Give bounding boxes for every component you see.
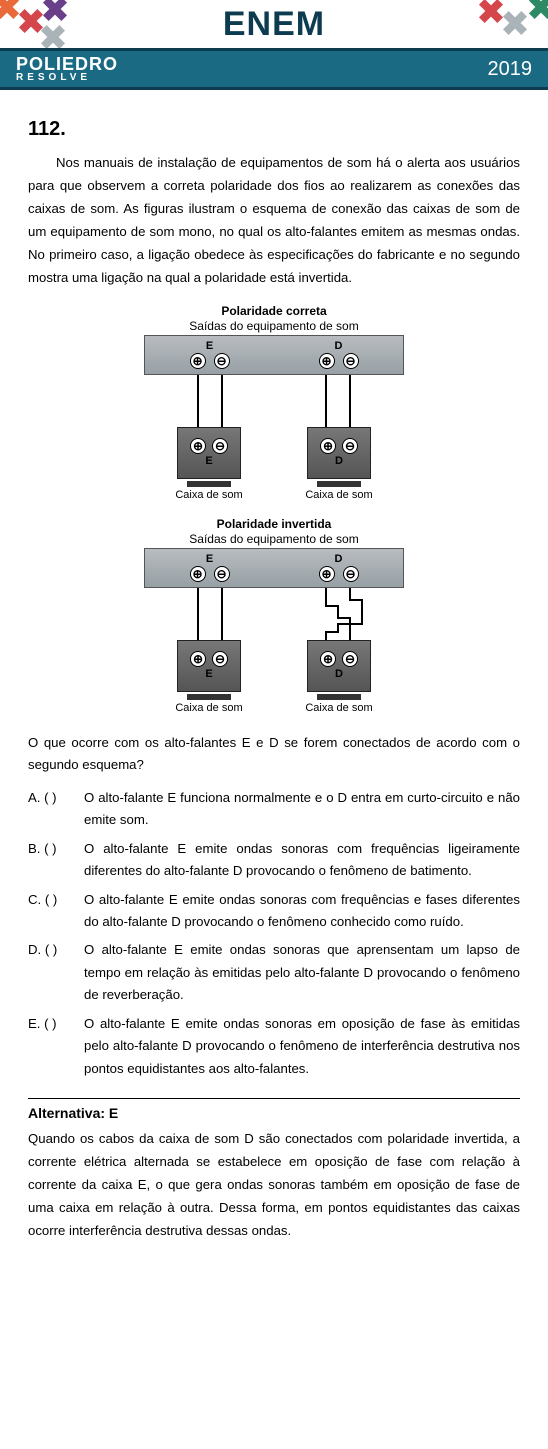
speaker-foot (187, 694, 231, 700)
minus-icon: ⊖ (343, 353, 359, 369)
alternative-c: C. ( ) O alto-falante E emite ondas sono… (28, 889, 520, 934)
alt-text: O alto-falante E emite ondas sonoras com… (84, 838, 520, 883)
header-bar: POLIEDRO RESOLVE 2019 (0, 48, 548, 90)
plus-icon: ⊕ (319, 353, 335, 369)
speaker-channel: E (205, 455, 212, 467)
speaker-label: Caixa de som (175, 489, 242, 501)
plus-icon: ⊕ (190, 566, 206, 582)
speaker-channel: E (205, 668, 212, 680)
speakers-row: ⊕ ⊖ E Caixa de som ⊕ ⊖ D (144, 640, 404, 714)
plus-icon: ⊕ (190, 651, 206, 667)
channel-label: E (206, 553, 213, 565)
plus-icon: ⊕ (320, 438, 336, 454)
speaker-right: ⊕ ⊖ D Caixa de som (305, 427, 372, 501)
question-prompt: O que ocorre com os alto-falantes E e D … (28, 732, 520, 777)
diagrams: Polaridade correta Saídas do equipamento… (28, 304, 520, 714)
speaker-foot (317, 481, 361, 487)
minus-icon: ⊖ (342, 651, 358, 667)
exam-year: 2019 (488, 58, 533, 81)
wires-crossed (144, 588, 404, 640)
channel-label: D (335, 340, 343, 352)
alt-text: O alto-falante E emite ondas sonoras em … (84, 1013, 520, 1080)
speakers-row: ⊕ ⊖ E Caixa de som ⊕ ⊖ D (144, 427, 404, 501)
diagram-title-sub: Saídas do equipamento de som (189, 319, 358, 333)
plus-icon: ⊕ (320, 651, 336, 667)
page-header: ENEM POLIEDRO RESOLVE 2019 (0, 0, 548, 90)
speaker-right: ⊕ ⊖ D Caixa de som (305, 640, 372, 714)
wires-straight (144, 375, 404, 427)
plus-icon: ⊕ (319, 566, 335, 582)
channel-label: D (335, 553, 343, 565)
diagram-title-bold: Polaridade invertida (217, 517, 332, 531)
speaker-label: Caixa de som (305, 702, 372, 714)
speaker-foot (187, 481, 231, 487)
diagram-title: Polaridade correta Saídas do equipamento… (144, 304, 404, 335)
alternative-d: D. ( ) O alto-falante E emite ondas sono… (28, 939, 520, 1006)
brand-line2: RESOLVE (16, 73, 118, 83)
alt-key: C. ( ) (28, 889, 84, 934)
diagram-title-bold: Polaridade correta (221, 304, 326, 318)
alternative-b: B. ( ) O alto-falante E emite ondas sono… (28, 838, 520, 883)
amplifier: E ⊕ ⊖ D ⊕ ⊖ (144, 335, 404, 375)
diagram-title: Polaridade invertida Saídas do equipamen… (144, 517, 404, 548)
header-top: ENEM (0, 0, 548, 48)
speaker-channel: D (335, 455, 343, 467)
channel-right: D ⊕ ⊖ (319, 340, 359, 369)
answer-text: Quando os cabos da caixa de som D são co… (28, 1127, 520, 1242)
diagram-inverted: Polaridade invertida Saídas do equipamen… (144, 517, 404, 714)
speaker-foot (317, 694, 361, 700)
speaker-label: Caixa de som (175, 702, 242, 714)
channel-left: E ⊕ ⊖ (190, 553, 230, 582)
alternative-a: A. ( ) O alto-falante E funciona normalm… (28, 787, 520, 832)
speaker-box: ⊕ ⊖ D (307, 427, 371, 479)
alt-text: O alto-falante E emite ondas sonoras que… (84, 939, 520, 1006)
content-area: 112. Nos manuais de instalação de equipa… (0, 90, 548, 1263)
minus-icon: ⊖ (212, 651, 228, 667)
brand-block: POLIEDRO RESOLVE (16, 55, 118, 83)
minus-icon: ⊖ (212, 438, 228, 454)
separator (28, 1098, 520, 1099)
speaker-box: ⊕ ⊖ D (307, 640, 371, 692)
speaker-label: Caixa de som (305, 489, 372, 501)
channel-label: E (206, 340, 213, 352)
alternatives-list: A. ( ) O alto-falante E funciona normalm… (28, 787, 520, 1080)
speaker-box: ⊕ ⊖ E (177, 640, 241, 692)
alternative-e: E. ( ) O alto-falante E emite ondas sono… (28, 1013, 520, 1080)
alt-text: O alto-falante E funciona normalmente e … (84, 787, 520, 832)
minus-icon: ⊖ (214, 566, 230, 582)
minus-icon: ⊖ (342, 438, 358, 454)
alt-key: A. ( ) (28, 787, 84, 832)
question-number: 112. (28, 118, 520, 141)
amplifier: E ⊕ ⊖ D ⊕ ⊖ (144, 548, 404, 588)
header-decoration-left (0, 0, 90, 48)
channel-right: D ⊕ ⊖ (319, 553, 359, 582)
channel-left: E ⊕ ⊖ (190, 340, 230, 369)
header-decoration-right (458, 0, 548, 48)
plus-icon: ⊕ (190, 438, 206, 454)
diagram-title-sub: Saídas do equipamento de som (189, 532, 358, 546)
enem-logo: ENEM (223, 5, 325, 44)
alt-key: B. ( ) (28, 838, 84, 883)
alt-key: D. ( ) (28, 939, 84, 1006)
speaker-channel: D (335, 668, 343, 680)
brand-line1: POLIEDRO (16, 55, 118, 73)
alt-text: O alto-falante E emite ondas sonoras com… (84, 889, 520, 934)
question-intro: Nos manuais de instalação de equipamento… (28, 151, 520, 290)
speaker-left: ⊕ ⊖ E Caixa de som (175, 640, 242, 714)
terminals: ⊕ ⊖ (190, 353, 230, 369)
speaker-left: ⊕ ⊖ E Caixa de som (175, 427, 242, 501)
speaker-box: ⊕ ⊖ E (177, 427, 241, 479)
minus-icon: ⊖ (343, 566, 359, 582)
terminals: ⊕ ⊖ (319, 353, 359, 369)
plus-icon: ⊕ (190, 353, 206, 369)
answer-title: Alternativa: E (28, 1105, 520, 1121)
alt-key: E. ( ) (28, 1013, 84, 1080)
diagram-correct: Polaridade correta Saídas do equipamento… (144, 304, 404, 501)
minus-icon: ⊖ (214, 353, 230, 369)
